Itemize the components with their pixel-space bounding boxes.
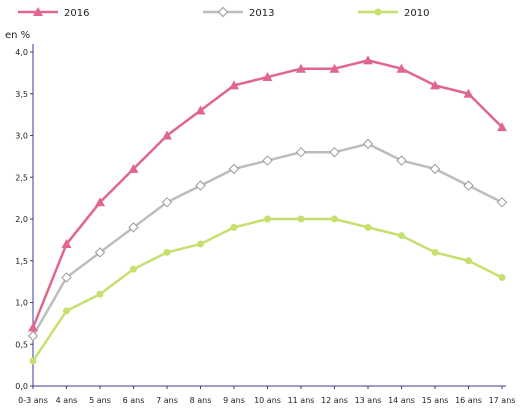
series-line-2010 [31,217,503,362]
y-tick-label: 4,0 [15,48,28,57]
data-point-2010 [197,240,204,248]
data-point-2013 [329,146,340,158]
data-point-2016 [262,72,273,82]
data-point-2016 [195,105,206,115]
legend-item-2013: 2013 [203,6,274,19]
x-tick-label: 7 ans [156,396,178,405]
data-point-2010 [163,248,171,256]
x-tick-label: 10 ans [254,396,281,405]
y-tick-label: 3,5 [15,90,28,99]
y-tick-label: 3,0 [15,132,28,141]
data-point-2010 [364,223,372,231]
data-point-2013 [228,163,240,175]
data-point-2013 [195,180,206,191]
data-point-2016 [28,322,38,332]
legend-marker [33,7,43,16]
data-point-2010 [96,290,104,298]
x-tick-label: 13 ans [355,396,382,405]
data-point-2013 [396,155,407,166]
x-tick-label: 4 ans [56,396,78,405]
x-tick-label: 12 ans [321,396,348,405]
series-group [27,55,508,365]
legend-marker [374,8,382,16]
data-point-2013 [27,330,39,342]
data-point-2010 [331,215,338,223]
data-point-2010 [465,257,472,265]
series-2013 [27,138,508,342]
y-tick-label: 0,5 [15,340,28,349]
data-point-2016 [430,80,440,90]
data-point-2013 [496,197,508,208]
data-point-2013 [295,146,307,158]
data-point-2013 [429,163,441,175]
x-tick-label: 9 ans [223,396,245,405]
legend: 2016 2013 2010 [18,6,429,19]
x-tick-label: 16 ans [455,396,482,405]
x-tick-label: 11 ans [288,396,315,405]
data-point-2016 [497,122,507,132]
data-point-2010 [63,307,70,315]
data-point-2010 [398,232,405,240]
series-2010 [29,215,506,365]
y-tick-label: 1,0 [15,299,28,308]
data-point-2016 [95,197,105,207]
legend-marker [217,6,229,18]
data-point-2010 [130,265,137,273]
data-point-2016 [61,239,72,249]
data-point-2013 [128,222,139,233]
data-point-2010 [264,215,271,223]
x-tick-label: 0-3 ans [18,396,48,405]
data-point-2010 [498,273,506,281]
x-tick-label: 15 ans [422,396,449,405]
data-point-2013 [161,197,173,208]
y-tick-label: 0,0 [15,382,28,391]
x-tick-label: 17 ans [489,396,516,405]
x-tick-label: 6 ans [123,396,145,405]
data-point-2013 [61,272,72,283]
y-tick-label: 2,5 [15,173,28,182]
legend-label: 2013 [249,8,274,19]
data-point-2016 [296,63,306,73]
data-point-2016 [162,130,172,140]
data-point-2013 [463,180,474,191]
x-tick-label: 14 ans [388,396,415,405]
legend-label: 2010 [404,8,429,19]
data-point-2016 [463,88,474,98]
legend-label: 2016 [64,8,89,19]
data-point-2013 [94,247,106,258]
data-point-2010 [431,248,439,256]
series-line-2013 [31,142,503,337]
y-tick-label: 2,0 [15,215,28,224]
data-point-2010 [29,357,37,365]
legend-item-2016: 2016 [18,7,89,19]
data-point-2010 [297,215,305,223]
data-point-2016 [396,63,407,73]
data-point-2016 [128,163,139,173]
x-tick-label: 5 ans [89,396,111,405]
data-point-2016 [229,80,239,90]
series-2016 [28,55,507,332]
data-point-2016 [363,55,373,65]
x-tick-label: 8 ans [190,396,212,405]
y-tick-label: 1,5 [15,257,28,266]
data-point-2016 [329,63,340,73]
axes: 0,0 0,5 1,0 1,5 2,0 2,5 3,0 3,5 4,0 0-3 ans 4 ans 5… [15,44,515,405]
legend-item-2010: 2010 [358,8,429,19]
y-axis-label: en % [5,30,30,41]
data-point-2010 [230,223,238,231]
data-point-2013 [362,138,374,150]
data-point-2013 [262,155,273,166]
series-line-2016 [31,59,503,329]
